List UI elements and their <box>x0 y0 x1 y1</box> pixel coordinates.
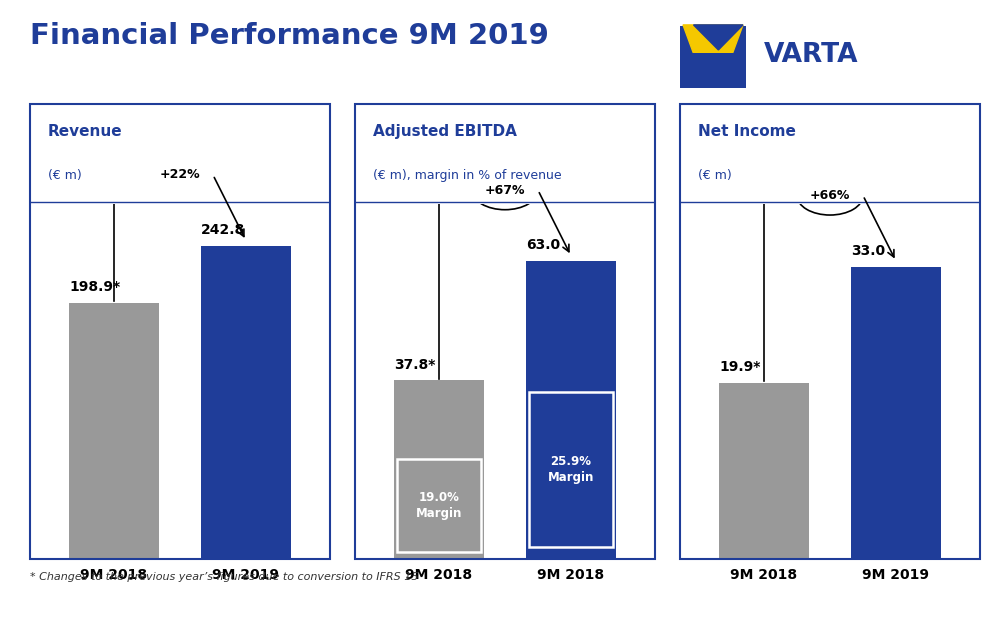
Polygon shape <box>694 25 743 50</box>
Text: +22%: +22% <box>160 169 200 181</box>
Ellipse shape <box>797 176 863 215</box>
FancyBboxPatch shape <box>529 392 613 547</box>
Text: (€ m): (€ m) <box>48 169 82 183</box>
Text: Net Income: Net Income <box>698 125 796 139</box>
Text: 33.0: 33.0 <box>851 243 885 258</box>
Text: Revenue: Revenue <box>48 125 123 139</box>
FancyBboxPatch shape <box>683 54 743 88</box>
Polygon shape <box>683 25 743 54</box>
Text: 63.0: 63.0 <box>526 238 560 252</box>
Text: 25.9%
Margin: 25.9% Margin <box>548 456 594 484</box>
Text: Adjusted EBITDA: Adjusted EBITDA <box>373 125 517 139</box>
Ellipse shape <box>147 155 213 195</box>
Bar <box>201 246 291 559</box>
Text: +66%: +66% <box>810 189 850 202</box>
Bar <box>526 261 616 559</box>
Text: 19.9*: 19.9* <box>719 360 760 374</box>
Ellipse shape <box>472 171 538 210</box>
Bar <box>719 383 809 559</box>
Bar <box>69 303 159 559</box>
Text: VARTA: VARTA <box>764 42 858 68</box>
Text: 242.8: 242.8 <box>201 223 245 237</box>
Text: (€ m): (€ m) <box>698 169 732 183</box>
Text: +67%: +67% <box>485 184 525 197</box>
Bar <box>851 267 941 559</box>
Text: 37.8*: 37.8* <box>394 358 435 372</box>
Text: 198.9*: 198.9* <box>69 280 120 294</box>
Text: 19.0%
Margin: 19.0% Margin <box>416 491 462 520</box>
FancyBboxPatch shape <box>680 25 746 88</box>
Text: Financial Performance 9M 2019: Financial Performance 9M 2019 <box>30 22 549 50</box>
FancyBboxPatch shape <box>397 459 481 552</box>
Bar <box>394 380 484 559</box>
Text: (€ m), margin in % of revenue: (€ m), margin in % of revenue <box>373 169 562 183</box>
Text: * Changes to the previous year’s figures due to conversion to IFRS 15: * Changes to the previous year’s figures… <box>30 572 418 582</box>
